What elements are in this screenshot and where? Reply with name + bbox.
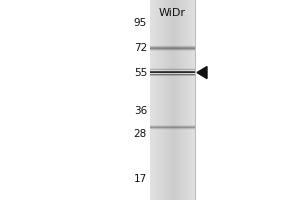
Bar xyxy=(150,50,195,51)
Bar xyxy=(150,126,195,127)
Bar xyxy=(184,0,186,200)
Bar xyxy=(150,75,195,76)
Text: 72: 72 xyxy=(134,43,147,53)
Bar xyxy=(192,0,194,200)
Bar xyxy=(150,48,195,49)
Bar xyxy=(172,0,174,200)
Bar xyxy=(150,72,195,73)
Bar xyxy=(189,0,190,200)
Bar xyxy=(150,74,195,75)
Bar xyxy=(182,0,183,200)
Text: WiDr: WiDr xyxy=(159,8,186,18)
Bar xyxy=(152,0,153,200)
Bar xyxy=(158,0,159,200)
Bar xyxy=(160,0,162,200)
Bar xyxy=(150,71,195,72)
Bar xyxy=(194,0,195,200)
Bar xyxy=(154,0,156,200)
Bar xyxy=(167,0,168,200)
Text: 36: 36 xyxy=(134,106,147,116)
Text: 55: 55 xyxy=(134,68,147,78)
Bar xyxy=(169,0,171,200)
Bar xyxy=(150,69,195,70)
Bar xyxy=(156,0,158,200)
Bar xyxy=(164,0,165,200)
Bar xyxy=(150,46,195,47)
Bar xyxy=(150,0,195,200)
Bar xyxy=(150,0,152,200)
Bar xyxy=(174,0,176,200)
Bar xyxy=(150,127,195,128)
Polygon shape xyxy=(197,67,207,79)
Text: 28: 28 xyxy=(134,129,147,139)
Bar xyxy=(150,45,195,46)
Text: 17: 17 xyxy=(134,174,147,184)
Bar xyxy=(159,0,160,200)
Bar xyxy=(168,0,170,200)
Bar xyxy=(150,47,195,48)
Bar xyxy=(165,0,166,200)
Bar xyxy=(180,0,182,200)
Bar xyxy=(177,0,178,200)
Bar xyxy=(162,0,164,200)
Bar xyxy=(183,0,184,200)
Bar xyxy=(171,0,172,200)
Bar xyxy=(178,0,180,200)
Bar xyxy=(150,68,195,69)
Bar xyxy=(176,0,177,200)
Text: 95: 95 xyxy=(134,18,147,28)
Bar xyxy=(186,0,188,200)
Bar xyxy=(188,0,189,200)
Bar xyxy=(153,0,154,200)
Bar xyxy=(150,49,195,50)
Bar xyxy=(190,0,192,200)
